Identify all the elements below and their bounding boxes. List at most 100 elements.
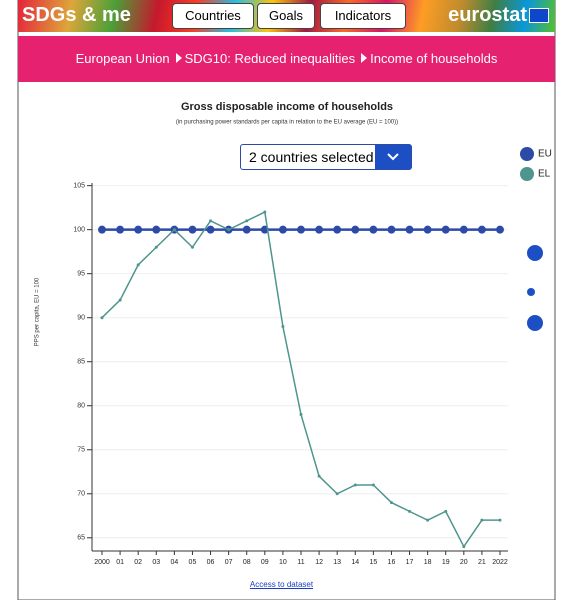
- crumb[interactable]: Income of households: [370, 51, 498, 66]
- point: [315, 225, 324, 234]
- point: [227, 228, 231, 232]
- crumb[interactable]: European Union: [75, 51, 170, 66]
- x-tick-label: 13: [333, 559, 341, 566]
- y-tick-label: 65: [77, 535, 85, 542]
- chart-title: Gross disposable income of households: [181, 101, 393, 113]
- legend-label: EU: [538, 149, 552, 160]
- point: [405, 225, 414, 234]
- x-tick-label: 14: [351, 559, 359, 566]
- x-tick-label: 06: [207, 559, 215, 566]
- x-tick-label: 19: [442, 559, 450, 566]
- point: [477, 225, 486, 234]
- legend-label: EL: [538, 169, 551, 180]
- x-tick-label: 20: [460, 559, 468, 566]
- x-tick-label: 16: [388, 559, 396, 566]
- point: [206, 225, 215, 234]
- y-tick-label: 105: [73, 182, 85, 189]
- point: [100, 316, 104, 320]
- breadcrumb: European Union SDG10: Reduced inequalitie…: [18, 36, 555, 82]
- point: [297, 225, 305, 234]
- x-tick-label: 03: [152, 559, 160, 566]
- y-tick-label: 85: [77, 359, 85, 366]
- flag: [529, 8, 549, 23]
- y-tick-label: 90: [77, 315, 85, 322]
- dataset-link[interactable]: Access to dataset: [249, 580, 314, 589]
- icon[interactable]: [527, 315, 543, 331]
- point: [462, 545, 466, 549]
- banner: SDGs & me Countries Goals Indicators eur…: [18, 0, 555, 32]
- point: [351, 225, 360, 234]
- point: [242, 225, 251, 234]
- y-tick-label: 75: [77, 447, 85, 454]
- x-tick-label: 10: [279, 559, 287, 566]
- point: [498, 518, 502, 522]
- point: [426, 518, 430, 522]
- point: [387, 225, 396, 234]
- x-tick-label: 17: [406, 559, 414, 566]
- frame: [17, 0, 556, 600]
- point: [281, 325, 285, 329]
- point: [408, 509, 412, 513]
- nav-button[interactable]: Countries: [172, 3, 254, 29]
- point: [480, 518, 484, 522]
- x-tick-label: 2022: [492, 559, 508, 566]
- point: [333, 225, 342, 234]
- point: [441, 225, 450, 234]
- y-tick-label: 100: [73, 227, 85, 234]
- logo[interactable]: SDGs & me: [22, 4, 131, 26]
- point: [353, 483, 357, 487]
- legend-swatch: [520, 167, 534, 181]
- x-tick-label: 04: [170, 559, 178, 566]
- x-tick-label: 08: [243, 559, 251, 566]
- y-tick-label: 95: [77, 271, 85, 278]
- point: [245, 219, 249, 223]
- x-tick-label: 21: [478, 559, 486, 566]
- icon[interactable]: [527, 245, 543, 261]
- point: [299, 413, 303, 417]
- brand[interactable]: eurostat: [448, 4, 527, 26]
- x-tick-label: 11: [297, 559, 304, 566]
- y-tick-label: 80: [77, 403, 85, 410]
- legend-swatch: [520, 147, 534, 161]
- x-tick-label: 01: [116, 559, 124, 566]
- x-tick-label: 12: [315, 559, 323, 566]
- point: [152, 225, 161, 234]
- x-tick-label: 05: [189, 559, 197, 566]
- point: [134, 225, 143, 234]
- series-line: [101, 210, 500, 549]
- x-tick-label: 02: [134, 559, 142, 566]
- point: [172, 228, 176, 232]
- point: [278, 225, 287, 234]
- point: [444, 509, 448, 513]
- x-tick-label: 2000: [94, 559, 110, 566]
- point: [188, 225, 197, 234]
- point: [317, 474, 321, 478]
- nav-button[interactable]: Indicators: [320, 3, 406, 29]
- point: [496, 225, 504, 234]
- caret: [375, 145, 411, 169]
- point: [209, 219, 213, 223]
- point: [389, 501, 393, 505]
- share-icons: [527, 245, 543, 331]
- icon[interactable]: [527, 288, 535, 296]
- x-tick-label: 15: [369, 559, 377, 566]
- point: [98, 225, 106, 234]
- point: [116, 225, 125, 234]
- crumb[interactable]: SDG10: Reduced inequalities: [184, 51, 356, 66]
- nav-button[interactable]: Goals: [257, 3, 315, 29]
- point: [190, 245, 194, 249]
- point: [371, 483, 375, 487]
- point: [136, 263, 140, 267]
- x-tick-label: 07: [225, 559, 233, 566]
- point: [459, 225, 468, 234]
- point: [335, 492, 339, 496]
- point: [154, 245, 158, 249]
- select-text: 2 countries selected: [249, 149, 374, 165]
- x-tick-label: 09: [261, 559, 269, 566]
- country-select[interactable]: 2 countries selected: [240, 144, 412, 170]
- y-axis-label: PPS per capita, EU = 100: [35, 277, 41, 346]
- chart-subtitle: (in purchasing power standards per capit…: [176, 120, 398, 126]
- x-tick-label: 18: [424, 559, 432, 566]
